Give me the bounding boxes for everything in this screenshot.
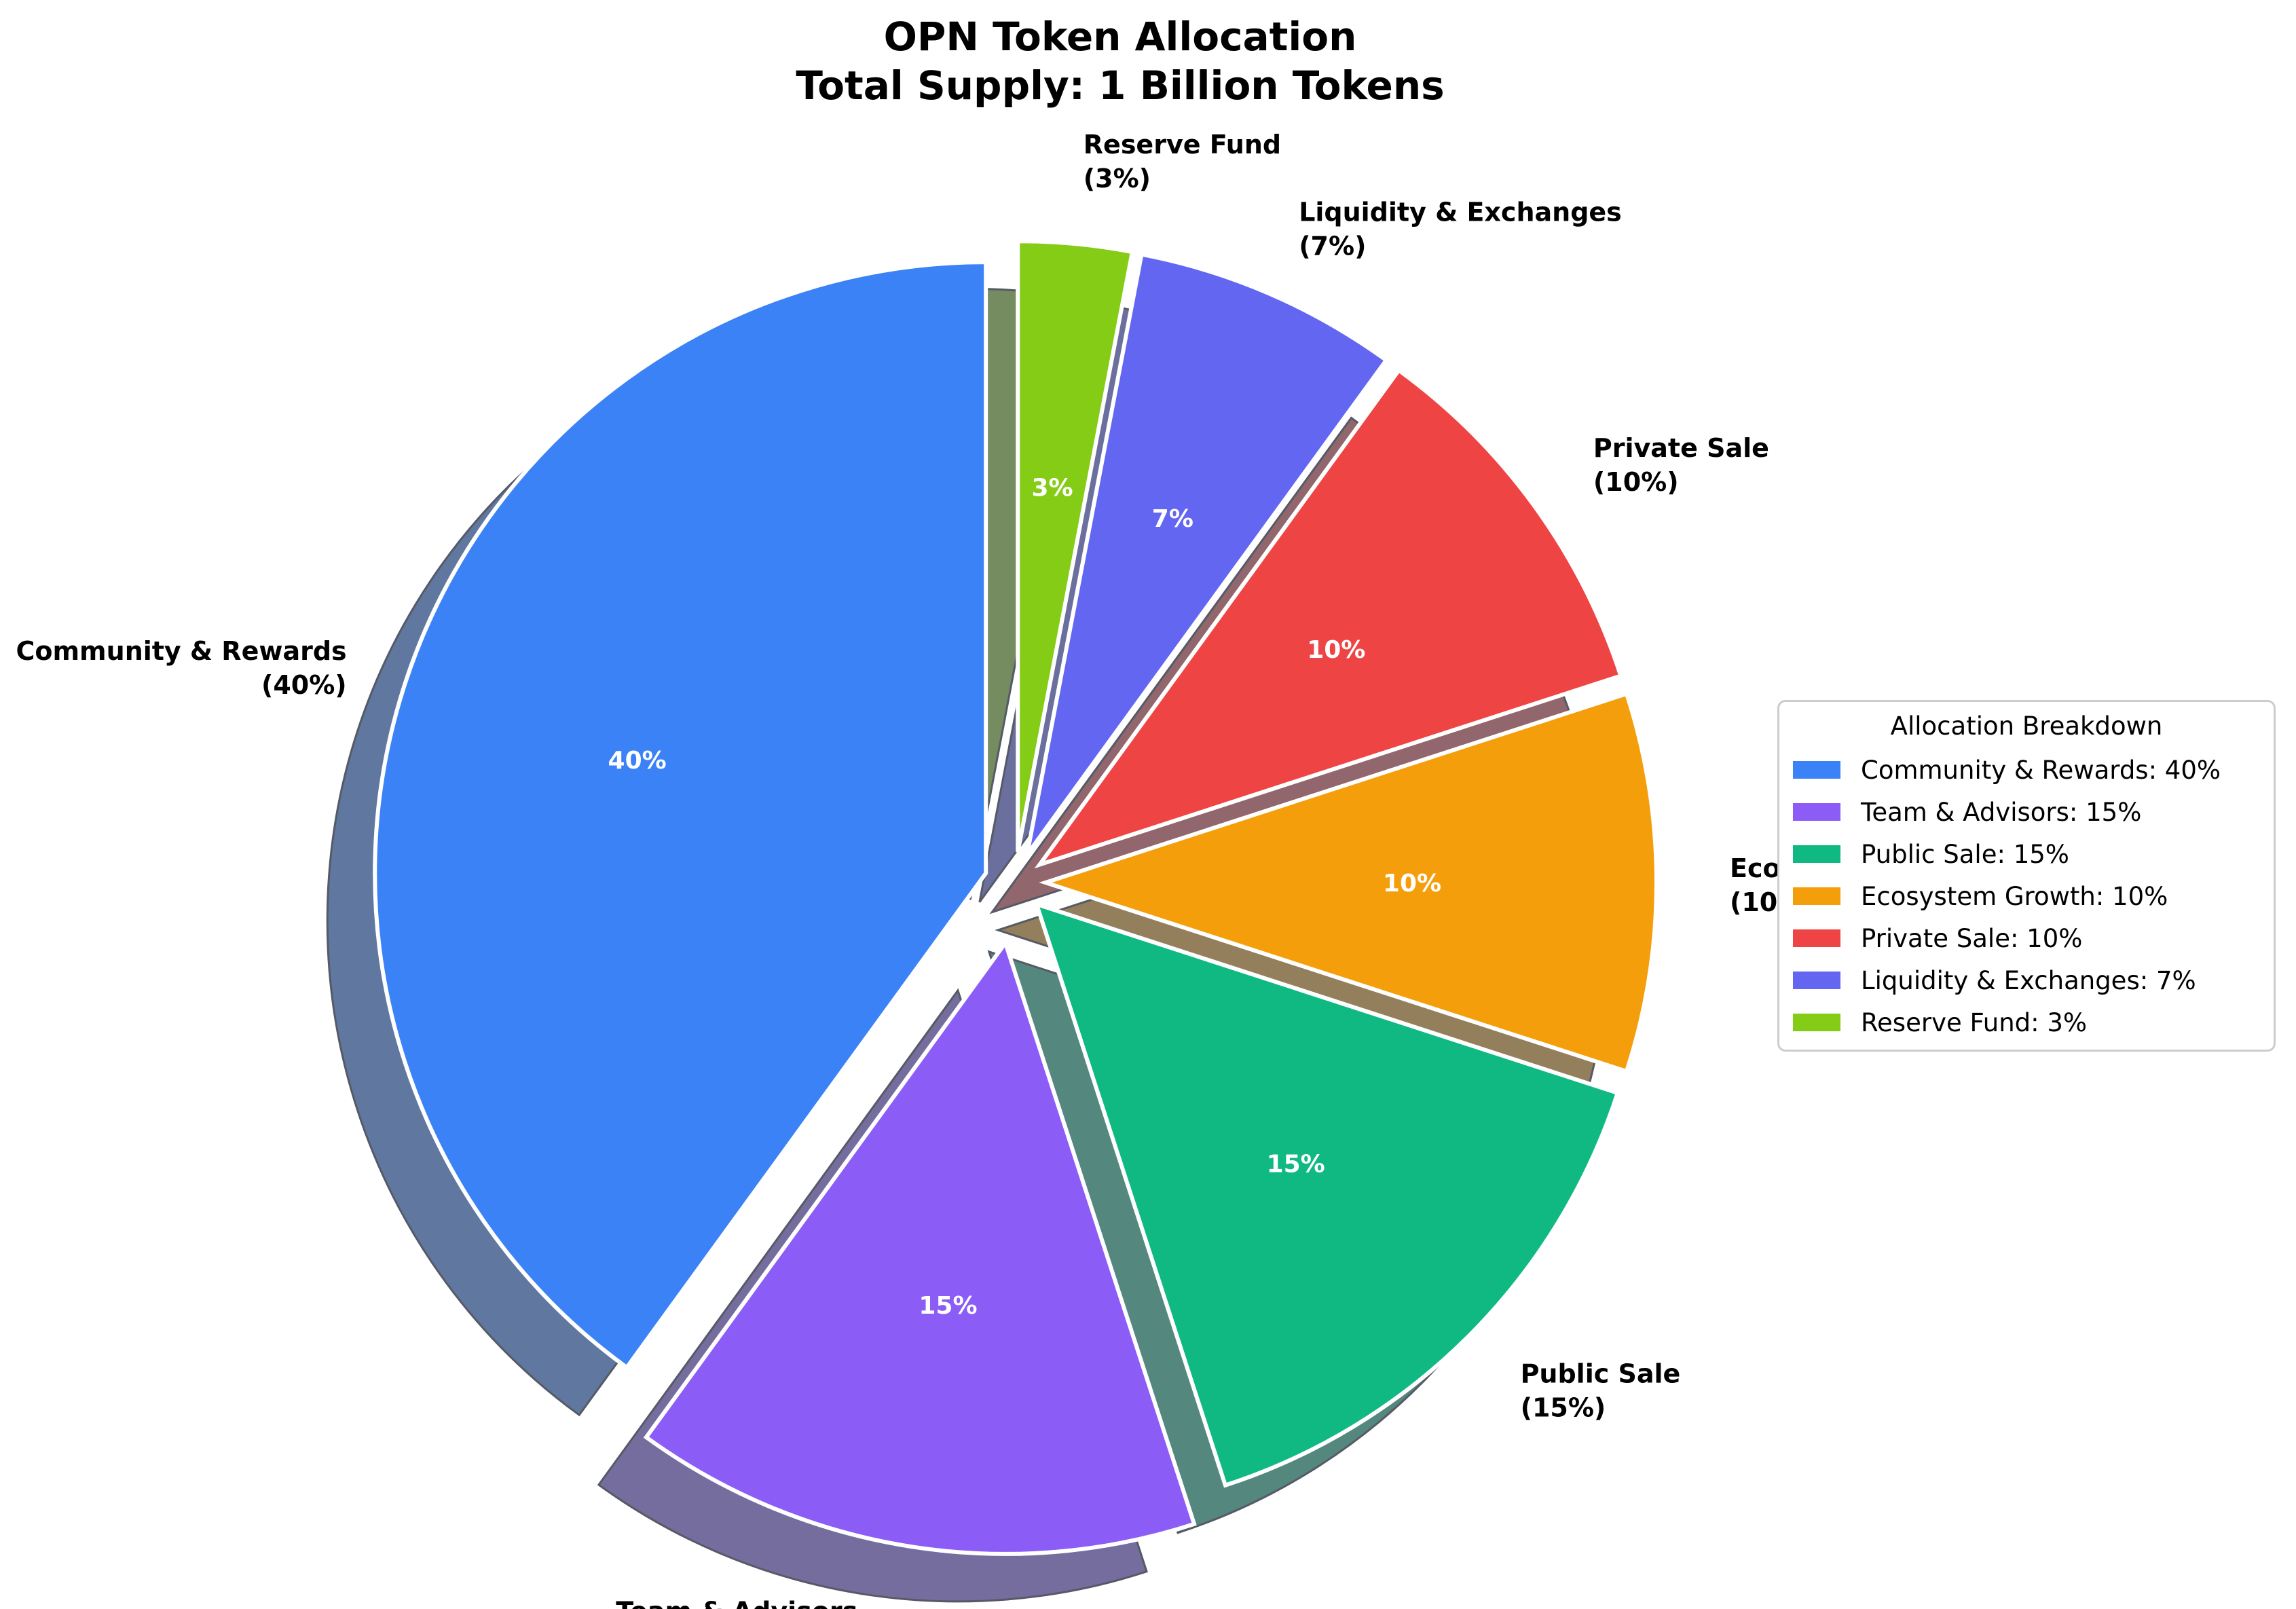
outer-label-name: Reserve Fund <box>1084 130 1281 160</box>
outer-label-name: Public Sale <box>1521 1359 1681 1389</box>
legend-title: Allocation Breakdown <box>1890 711 2163 741</box>
outer-label-private-sale: Private Sale (10%) <box>1593 433 1769 497</box>
legend-item-private-sale[interactable]: Private Sale: 10% <box>1793 918 2082 959</box>
pct-label-liquidity-and-exchanges: 7% <box>1152 505 1193 533</box>
outer-label-team-and-advisors: Team & Advisors(15%) <box>616 1596 857 1609</box>
legend-label: Liquidity & Exchanges: 7% <box>1861 965 2196 995</box>
chart-subtitle: Total Supply: 1 Billion Tokens <box>796 62 1445 109</box>
outer-label-name: Liquidity & Exchanges <box>1299 198 1622 227</box>
legend-swatch <box>1793 929 1840 947</box>
pct-label-public-sale: 15% <box>1267 1151 1325 1179</box>
pct-label-ecosystem-growth: 10% <box>1383 870 1441 898</box>
outer-label-community-and-rewards: Community & Rewards (40%) <box>16 636 346 700</box>
pct-label-private-sale: 10% <box>1307 636 1365 664</box>
pct-label-reserve-fund: 3% <box>1031 475 1073 502</box>
slice-private-sale[interactable] <box>1034 367 1624 869</box>
legend-swatch <box>1793 887 1840 905</box>
legend-label: Team & Advisors: 15% <box>1861 797 2142 827</box>
legend-swatch <box>1793 803 1840 821</box>
chart-title: OPN Token Allocation Total Supply: 1 Bil… <box>0 12 2240 110</box>
outer-label-public-sale: Public Sale (15%) <box>1521 1359 1681 1423</box>
outer-label-liquidity-and-exchanges: Liquidity & Exchanges (7%) <box>1299 198 1622 261</box>
legend-item-community-and-rewards[interactable]: Community & Rewards: 40% <box>1793 750 2221 790</box>
slice-reserve-fund[interactable] <box>1016 239 1135 853</box>
slice-public-sale[interactable] <box>1033 901 1621 1488</box>
outer-label-name: Team & Advisors <box>616 1596 857 1609</box>
legend-label: Community & Rewards: 40% <box>1861 755 2221 785</box>
legend-label: Private Sale: 10% <box>1861 923 2083 953</box>
legend-item-reserve-fund[interactable]: Reserve Fund: 3% <box>1793 1002 2087 1043</box>
legend: Allocation Breakdown Community & Rewards… <box>1777 700 2276 1052</box>
slice-labels: 40% Community & Rewards (40%) 15% Team & Adv… <box>16 130 1999 1609</box>
legend-item-ecosystem-growth[interactable]: Ecosystem Growth: 10% <box>1793 876 2168 917</box>
outer-label-reserve-fund: Reserve Fund (3%) <box>1084 130 1281 193</box>
pct-label-team-and-advisors: 15% <box>919 1292 977 1320</box>
outer-label-percent: (3%) <box>1084 164 1151 193</box>
legend-swatch <box>1793 761 1840 779</box>
legend-label: Ecosystem Growth: 10% <box>1861 881 2168 911</box>
legend-item-team-and-advisors[interactable]: Team & Advisors: 15% <box>1793 792 2141 832</box>
pct-label-community-and-rewards: 40% <box>608 747 667 775</box>
slice-team-and-advisors[interactable] <box>643 938 1197 1556</box>
legend-item-public-sale[interactable]: Public Sale: 15% <box>1793 834 2069 874</box>
slice-liquidity-and-exchanges[interactable] <box>1024 252 1390 856</box>
legend-swatch <box>1793 1014 1840 1031</box>
legend-swatch <box>1793 972 1840 989</box>
pie-slices <box>373 239 1659 1556</box>
legend-label: Public Sale: 15% <box>1861 839 2069 869</box>
slice-ecosystem-growth[interactable] <box>1039 691 1659 1074</box>
outer-label-name: Community & Rewards <box>16 636 346 666</box>
legend-swatch <box>1793 845 1840 863</box>
outer-label-percent: (40%) <box>261 670 347 700</box>
outer-label-percent: (10%) <box>1593 467 1679 497</box>
legend-label: Reserve Fund: 3% <box>1861 1007 2088 1037</box>
outer-label-percent: (15%) <box>1521 1393 1606 1423</box>
legend-item-liquidity-and-exchanges[interactable]: Liquidity & Exchanges: 7% <box>1793 960 2196 1001</box>
slice-community-and-rewards[interactable] <box>373 260 988 1371</box>
outer-label-percent: (7%) <box>1299 232 1366 261</box>
chart-title-main: OPN Token Allocation <box>883 14 1357 60</box>
outer-label-name: Private Sale <box>1593 433 1769 463</box>
